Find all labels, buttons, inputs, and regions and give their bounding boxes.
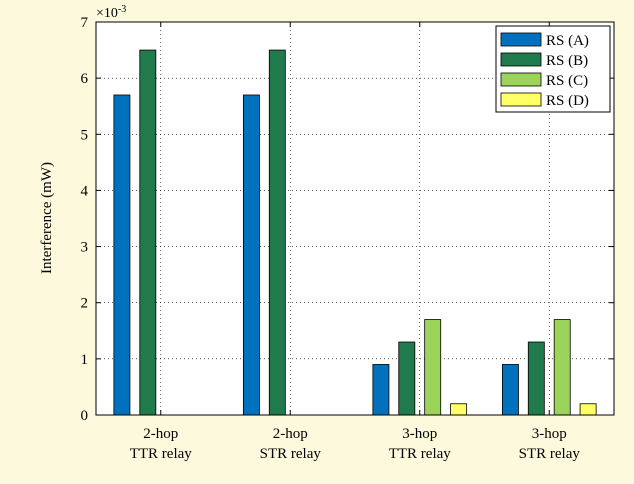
y-tick-label: 7 [81, 15, 89, 31]
legend-label: RS (A) [546, 33, 589, 49]
legend-label: RS (D) [546, 93, 589, 109]
x-tick-labels: 2-hop TTR relay 2-hop STR relay 3-hop TTR rel… [130, 426, 581, 462]
bar [372, 364, 390, 416]
bar [501, 364, 519, 416]
x-tick-label: STR relay [519, 446, 581, 462]
bar [424, 319, 442, 416]
y-tick-labels: 0 1 2 3 4 5 6 7 [81, 15, 89, 424]
y-axis-label: Interference (mW) [39, 162, 55, 274]
y-tick-label: 6 [81, 71, 89, 87]
bar [242, 94, 260, 416]
bar [553, 319, 571, 416]
x-tick-label: 3-hop [402, 426, 437, 442]
bar [450, 403, 468, 416]
bar [113, 94, 131, 416]
plot-border [95, 21, 615, 416]
y-tick-label: 4 [81, 183, 89, 199]
grid-lines [96, 22, 614, 415]
axis-ticks [96, 21, 614, 416]
legend-swatch [500, 52, 542, 67]
y-tick-label: 2 [81, 296, 89, 312]
y-tick-label: 3 [81, 240, 89, 256]
y-tick-label: 1 [81, 352, 89, 368]
bar [527, 341, 545, 416]
x-tick-label: TTR relay [389, 446, 452, 462]
legend-swatch [500, 92, 542, 107]
x-tick-label: 2-hop [143, 426, 178, 442]
y-tick-label: 5 [81, 127, 89, 143]
x-tick-label: STR relay [260, 446, 322, 462]
legend: RS (A) RS (B) RS (C) RS (D) [495, 25, 611, 113]
legend-label: RS (B) [546, 53, 588, 69]
y-axis-multiplier: ×10-3 [96, 4, 126, 21]
x-tick-label: TTR relay [130, 446, 193, 462]
bar [268, 49, 286, 416]
bar [398, 341, 416, 416]
y-tick-label: 0 [81, 408, 89, 424]
bar [579, 403, 597, 416]
legend-swatch [500, 72, 542, 87]
bars [113, 49, 597, 416]
legend-label: RS (C) [546, 73, 588, 89]
x-tick-label: 2-hop [273, 426, 308, 442]
bar [139, 49, 157, 416]
legend-swatch [500, 32, 542, 47]
x-tick-label: 3-hop [532, 426, 567, 442]
